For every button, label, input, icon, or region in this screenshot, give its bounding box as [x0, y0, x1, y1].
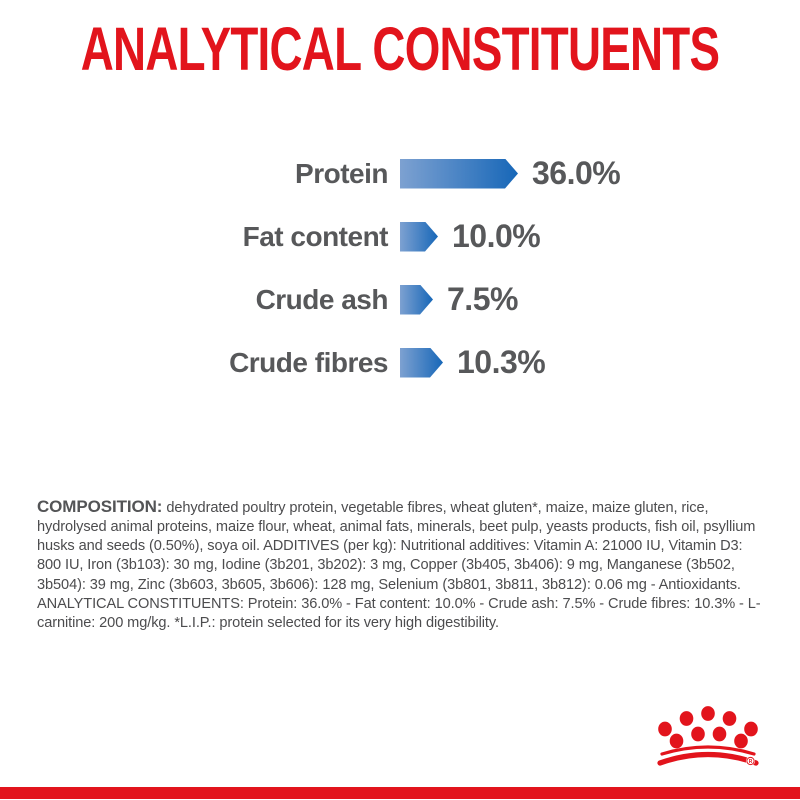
crown-dot	[691, 726, 705, 742]
crown-arc-thick	[657, 751, 759, 766]
page-title: ANALYTICAL CONSTITUENTS	[80, 15, 720, 83]
chart-rows: Protein 36.0% Fat content 10.0% Crude as…	[0, 142, 800, 394]
royal-canin-crown-logo: R	[657, 706, 759, 766]
bar-label: Crude ash	[255, 283, 389, 315]
chart-row: Fat content 10.0%	[0, 205, 800, 268]
chart-row: Crude fibres 10.3%	[0, 331, 800, 394]
crown-dot	[734, 733, 748, 749]
composition-text: COMPOSITION: dehydrated poultry protein,…	[37, 497, 770, 634]
bar-label: Protein	[295, 157, 388, 189]
bar-arrow	[400, 285, 433, 315]
registered-trademark-icon: R	[745, 756, 756, 766]
bar-arrow	[400, 348, 443, 378]
bar-value: 10.3%	[457, 344, 546, 380]
bar-arrow	[400, 222, 438, 252]
svg-text:R: R	[749, 759, 753, 765]
bar-arrow	[400, 159, 518, 189]
bar-label: Fat content	[242, 220, 389, 252]
composition-body: dehydrated poultry protein, vegetable fi…	[37, 499, 761, 632]
footer-red-stripe	[0, 787, 800, 799]
crown-dot	[679, 711, 694, 726]
bar-value: 7.5%	[447, 281, 518, 317]
chart-row: Protein 36.0%	[0, 142, 800, 205]
crown-dot	[701, 706, 715, 721]
bar-value: 10.0%	[452, 218, 541, 254]
analytical-constituents-chart: Protein 36.0% Fat content 10.0% Crude as…	[0, 142, 800, 394]
chart-row: Crude ash 7.5%	[0, 268, 800, 331]
crown-dot	[722, 711, 737, 726]
crown-dot	[669, 733, 684, 749]
crown-dot	[712, 726, 727, 742]
composition-lead: COMPOSITION:	[37, 496, 163, 516]
bar-value: 36.0%	[532, 155, 621, 191]
bar-label: Crude fibres	[229, 346, 388, 378]
crown-arc-thin	[660, 745, 756, 756]
crown-dot	[658, 721, 672, 737]
crown-dot	[744, 721, 758, 737]
